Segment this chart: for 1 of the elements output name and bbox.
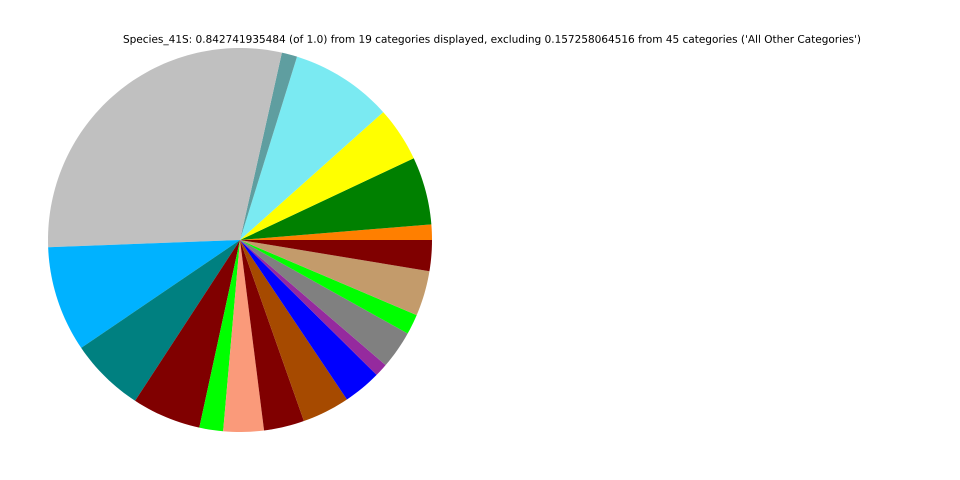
text: Species_41S: 0.842741935484 (of 1.0) from 19 categories displayed, excluding 0.157258064516 from 45 categories ('All Other Categories') [124, 34, 860, 46]
